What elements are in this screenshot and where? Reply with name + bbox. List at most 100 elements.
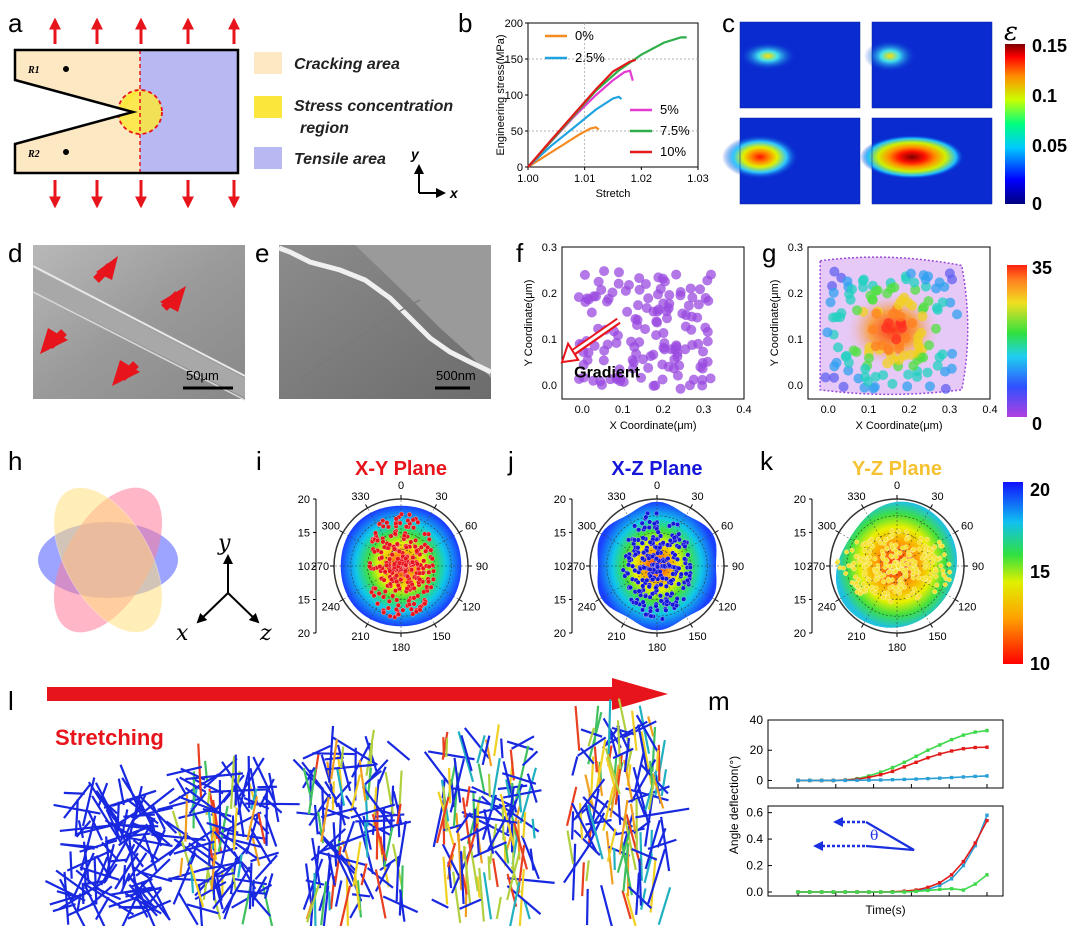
- polar-i-dot: [403, 556, 409, 561]
- fiber: [632, 766, 650, 823]
- b-series-0: [527, 126, 600, 168]
- cbar-polar-tick-2: 10: [1030, 654, 1050, 674]
- m-top-point: [914, 754, 918, 758]
- m-top-point: [902, 760, 907, 765]
- chart-f-point: [658, 298, 669, 309]
- polar-k-dot: [872, 556, 878, 562]
- panel-letter-b: b: [458, 8, 472, 38]
- m-top-point: [867, 778, 871, 782]
- polar-j-dot: [643, 593, 648, 599]
- b-ytick-2: 100: [505, 90, 523, 102]
- chart-g-point: [937, 297, 948, 308]
- fiber: [571, 843, 577, 901]
- polar-j-dot: [632, 567, 638, 573]
- polar-i-dot: [407, 512, 412, 518]
- fiber: [608, 727, 619, 758]
- polar-i-angle-9: 270: [311, 561, 329, 573]
- fiber: [329, 841, 354, 888]
- polar-k-dot: [940, 568, 946, 574]
- polar-i-dot: [398, 577, 404, 583]
- fiber: [249, 891, 272, 917]
- fiber: [330, 739, 339, 780]
- fiber: [442, 856, 449, 905]
- polar-k-angle-2: 60: [961, 521, 973, 533]
- polar-k-tickmark-2: [954, 530, 959, 533]
- m-bottom-point: [831, 890, 836, 894]
- b-xtick-2: 1.02: [631, 173, 652, 185]
- gradient-arrow-inner: [571, 319, 620, 355]
- fiber: [446, 842, 457, 868]
- fiber: [214, 870, 223, 902]
- polar-k-angle-6: 180: [888, 642, 906, 654]
- polar-i-dot: [373, 530, 378, 536]
- m-top-point: [902, 765, 907, 769]
- fiber: [640, 731, 653, 786]
- polar-k-dot: [941, 552, 947, 558]
- fiber: [374, 869, 387, 919]
- polar-k-dot: [885, 595, 891, 601]
- strain-map-3: [722, 117, 861, 205]
- polar-j-dot: [628, 585, 633, 591]
- polar-i-dot: [397, 560, 403, 566]
- polar-i-dot: [387, 542, 393, 548]
- fiber: [220, 829, 230, 866]
- m-top-ytick-1: 20: [750, 743, 764, 757]
- polar-k-title: Y-Z Plane: [852, 458, 942, 480]
- polar-j-tickmark-10: [595, 530, 600, 533]
- fiber: [61, 843, 95, 850]
- cbar-polar-tick-0: 20: [1030, 480, 1050, 500]
- stretching-label: Stretching: [55, 725, 164, 750]
- fiber: [616, 826, 633, 874]
- polar-j-dot: [648, 613, 654, 619]
- fiber: [175, 777, 188, 797]
- fiber: [657, 887, 672, 926]
- polar-k-dot: [906, 552, 911, 558]
- chart-g-xtick-0: 0.0: [821, 404, 836, 416]
- scale-e: 500nm: [436, 368, 476, 383]
- fiber: [509, 881, 521, 926]
- fiber: [336, 768, 346, 807]
- fiber: [44, 879, 86, 902]
- chart-f-point: [685, 283, 696, 294]
- m-top-point: [961, 775, 966, 779]
- polar-i-dot: [411, 585, 417, 591]
- chart-f-point: [664, 290, 675, 301]
- axis-label-x: x: [449, 185, 459, 201]
- fiber: [571, 756, 579, 776]
- chart-f-point: [640, 278, 651, 289]
- polar-k-dot: [922, 561, 928, 567]
- m-bottom-point: [902, 890, 907, 894]
- fiber: [118, 905, 151, 909]
- polar-i-dot: [403, 562, 409, 568]
- polar-i-dot: [412, 544, 418, 550]
- cbar-c-tick-3: 0: [1032, 194, 1042, 214]
- polar-i-dot: [396, 548, 402, 554]
- polar-k-dot: [911, 547, 917, 553]
- fiber: [356, 880, 363, 918]
- chart-f-point: [601, 296, 612, 307]
- polar-i-dot: [372, 549, 377, 555]
- chart-f-point: [643, 362, 654, 373]
- chart-f-point: [590, 291, 601, 302]
- chart-f-point: [653, 272, 664, 283]
- m-top-point: [819, 778, 824, 783]
- fiber: [649, 760, 654, 788]
- fiber: [526, 773, 538, 803]
- m-top-point: [890, 765, 895, 770]
- fiber: [566, 830, 575, 864]
- polar-j-spoke-8: [598, 565, 658, 600]
- polar-k-rtick-1: 15: [794, 528, 806, 540]
- fiber: [477, 763, 486, 795]
- polar-i-angle-6: 180: [392, 642, 410, 654]
- panel-a-schematic: R1 R2: [13, 17, 240, 209]
- chart-g-point: [908, 360, 919, 371]
- fiber: [499, 793, 515, 847]
- fiber: [487, 856, 491, 881]
- fiber: [327, 852, 336, 886]
- polar-i-dot: [413, 537, 418, 543]
- fiber: [178, 795, 222, 815]
- fiber: [602, 786, 615, 831]
- fiber: [593, 746, 598, 773]
- chart-f-point: [688, 374, 699, 385]
